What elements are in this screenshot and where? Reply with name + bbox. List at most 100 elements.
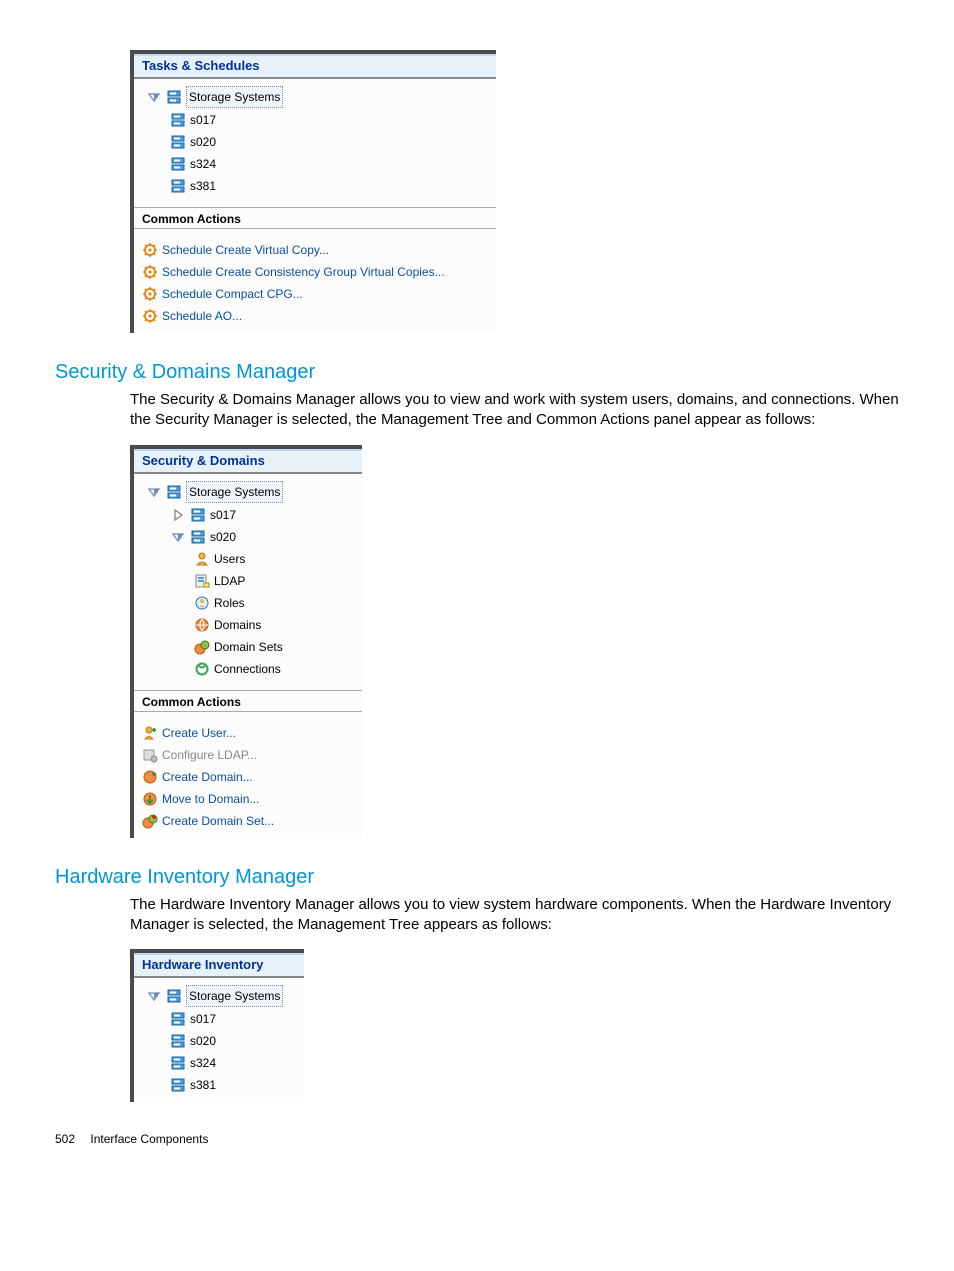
- storage-icon: [170, 178, 186, 194]
- ldap-icon: [194, 573, 210, 589]
- action-label: Schedule Compact CPG...: [162, 284, 303, 304]
- tree-item-users[interactable]: Users: [142, 548, 354, 570]
- storage-icon: [166, 484, 182, 500]
- action-item[interactable]: Schedule Create Consistency Group Virtua…: [142, 261, 488, 283]
- security-heading: Security & Domains Manager: [55, 361, 899, 384]
- domain-set-create-icon: [142, 813, 158, 829]
- hardware-tree: Storage Systems s017 s020 s324 s381: [134, 978, 304, 1102]
- tasks-common-actions: Schedule Create Virtual Copy... Schedule…: [134, 233, 496, 333]
- tree-item-label: Roles: [214, 593, 245, 613]
- action-label: Create Domain Set...: [162, 811, 274, 831]
- tree-root-row[interactable]: Storage Systems: [142, 85, 488, 109]
- storage-icon: [170, 1055, 186, 1071]
- storage-icon: [166, 89, 182, 105]
- ldap-config-icon: [142, 747, 158, 763]
- action-label: Create User...: [162, 723, 236, 743]
- tree-item-label: s381: [190, 176, 216, 196]
- tree-item-label: s324: [190, 154, 216, 174]
- storage-icon: [166, 988, 182, 1004]
- domain-icon: [194, 617, 210, 633]
- page-root: Tasks & Schedules Storage Systems s017 s…: [0, 0, 954, 1186]
- user-icon: [194, 551, 210, 567]
- hardware-paragraph: The Hardware Inventory Manager allows yo…: [55, 895, 899, 936]
- security-panel: Security & Domains Storage Systems s017 …: [130, 445, 362, 838]
- page-footer: 502 Interface Components: [55, 1132, 899, 1146]
- tree-item-label: s020: [210, 527, 236, 547]
- action-create-user[interactable]: Create User...: [142, 722, 354, 744]
- tree-item-label: LDAP: [214, 571, 245, 591]
- hardware-panel: Hardware Inventory Storage Systems s017 …: [130, 949, 304, 1102]
- tree-item-label: Users: [214, 549, 245, 569]
- tree-item-connections[interactable]: Connections: [142, 658, 354, 680]
- gear-icon: [142, 264, 158, 280]
- tree-item-label: Domains: [214, 615, 261, 635]
- tree-root-row[interactable]: Storage Systems: [142, 480, 354, 504]
- tree-item-ldap[interactable]: LDAP: [142, 570, 354, 592]
- tasks-common-actions-header: Common Actions: [134, 207, 496, 229]
- storage-icon: [170, 134, 186, 150]
- domain-move-icon: [142, 791, 158, 807]
- expand-down-icon[interactable]: [146, 484, 162, 500]
- storage-icon: [190, 529, 206, 545]
- tree-item-domains[interactable]: Domains: [142, 614, 354, 636]
- action-configure-ldap[interactable]: Configure LDAP...: [142, 744, 354, 766]
- tree-item[interactable]: s020: [142, 131, 488, 153]
- tree-item[interactable]: s324: [142, 1052, 296, 1074]
- domain-set-icon: [194, 639, 210, 655]
- security-common-actions-header: Common Actions: [134, 690, 362, 712]
- tree-item-roles[interactable]: Roles: [142, 592, 354, 614]
- action-label: Schedule Create Virtual Copy...: [162, 240, 329, 260]
- expand-down-icon[interactable]: [170, 529, 186, 545]
- gear-icon: [142, 242, 158, 258]
- connections-icon: [194, 661, 210, 677]
- tree-item[interactable]: s017: [142, 1008, 296, 1030]
- tree-item-label: Domain Sets: [214, 637, 283, 657]
- tasks-tree: Storage Systems s017 s020 s324 s381: [134, 79, 496, 203]
- action-label: Create Domain...: [162, 767, 253, 787]
- tree-item[interactable]: s324: [142, 153, 488, 175]
- action-create-domain[interactable]: Create Domain...: [142, 766, 354, 788]
- tree-item[interactable]: s017: [142, 109, 488, 131]
- tasks-panel: Tasks & Schedules Storage Systems s017 s…: [130, 50, 496, 333]
- tree-item-label: s324: [190, 1053, 216, 1073]
- security-paragraph: The Security & Domains Manager allows yo…: [55, 390, 899, 431]
- tree-item-label: Connections: [214, 659, 281, 679]
- expand-right-icon[interactable]: [170, 507, 186, 523]
- storage-icon: [170, 156, 186, 172]
- roles-icon: [194, 595, 210, 611]
- tree-item[interactable]: s020: [142, 1030, 296, 1052]
- storage-icon: [170, 1011, 186, 1027]
- gear-icon: [142, 286, 158, 302]
- gear-icon: [142, 308, 158, 324]
- user-create-icon: [142, 725, 158, 741]
- tree-root-label[interactable]: Storage Systems: [186, 481, 283, 503]
- tree-root-row[interactable]: Storage Systems: [142, 984, 296, 1008]
- action-item[interactable]: Schedule AO...: [142, 305, 488, 327]
- tree-item[interactable]: s020: [142, 526, 354, 548]
- action-create-domain-set[interactable]: Create Domain Set...: [142, 810, 354, 832]
- action-move-domain[interactable]: Move to Domain...: [142, 788, 354, 810]
- action-label: Schedule Create Consistency Group Virtua…: [162, 262, 445, 282]
- tree-root-label[interactable]: Storage Systems: [186, 86, 283, 108]
- action-item[interactable]: Schedule Create Virtual Copy...: [142, 239, 488, 261]
- storage-icon: [190, 507, 206, 523]
- expand-down-icon[interactable]: [146, 988, 162, 1004]
- tree-item[interactable]: s381: [142, 1074, 296, 1096]
- page-number: 502: [55, 1132, 75, 1146]
- hardware-panel-title: Hardware Inventory: [134, 953, 304, 978]
- expand-down-icon[interactable]: [146, 89, 162, 105]
- tree-item[interactable]: s381: [142, 175, 488, 197]
- security-tree: Storage Systems s017 s020 Users LDAP: [134, 474, 362, 686]
- tree-item-label: s381: [190, 1075, 216, 1095]
- security-common-actions: Create User... Configure LDAP... Create …: [134, 716, 362, 838]
- tree-item-domain-sets[interactable]: Domain Sets: [142, 636, 354, 658]
- tree-item-label: s020: [190, 1031, 216, 1051]
- storage-icon: [170, 112, 186, 128]
- tree-item-label: s017: [190, 1009, 216, 1029]
- tree-item[interactable]: s017: [142, 504, 354, 526]
- tree-item-label: s020: [190, 132, 216, 152]
- security-panel-title: Security & Domains: [134, 449, 362, 474]
- tree-root-label[interactable]: Storage Systems: [186, 985, 283, 1007]
- action-label: Schedule AO...: [162, 306, 242, 326]
- action-item[interactable]: Schedule Compact CPG...: [142, 283, 488, 305]
